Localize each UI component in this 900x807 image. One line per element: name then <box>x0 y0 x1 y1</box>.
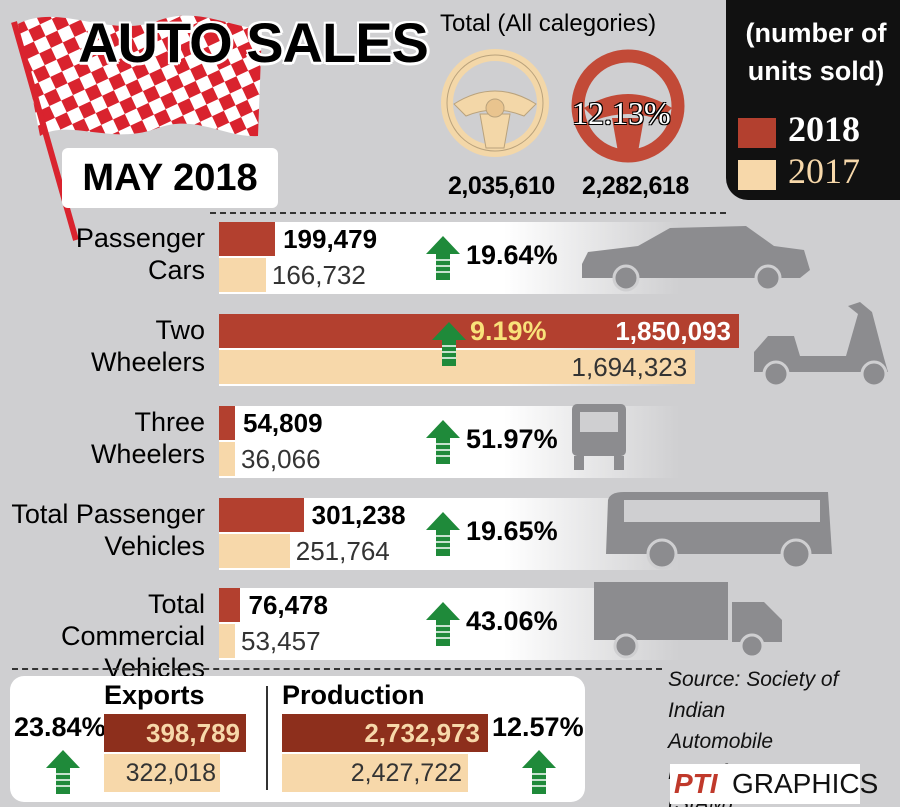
exports-bar-2017 <box>104 754 220 792</box>
production-2018-value: 2,732,973 <box>364 718 480 748</box>
production-growth: 12.57% <box>492 712 584 742</box>
bar-2018 <box>219 314 739 348</box>
category-label: Two Wheelers <box>0 314 205 378</box>
bar-2017 <box>219 624 235 658</box>
value-2017: 36,066 <box>241 444 321 474</box>
bar-2017 <box>219 442 235 476</box>
total-growth-label: 12.13% <box>572 95 671 131</box>
growth-label: 9.19% <box>470 316 547 346</box>
production-label: Production <box>282 680 425 710</box>
category-line1: Three <box>134 407 205 437</box>
value-2018: 54,809 <box>243 408 323 438</box>
category-label: Total Passenger Vehicles <box>0 498 205 562</box>
category-line2: Wheelers <box>90 439 205 469</box>
value-2018: 199,479 <box>283 224 378 254</box>
legend-label-2018: 2018 <box>788 109 860 149</box>
bar-2018 <box>219 498 304 532</box>
legend-swatch-2017 <box>738 160 776 190</box>
category-line1: Passenger <box>75 223 205 253</box>
up-arrow-icon <box>426 236 460 280</box>
category-line1: Total Passenger <box>11 499 205 529</box>
growth-label: 19.64% <box>466 240 558 270</box>
up-arrow-icon <box>426 420 460 464</box>
production-2017-value: 2,427,722 <box>350 759 462 787</box>
production-bar-2017 <box>282 754 468 792</box>
up-arrow-icon <box>432 322 466 366</box>
up-arrow-icon <box>426 512 460 556</box>
production-bar-2018 <box>282 714 488 752</box>
value-2018: 301,238 <box>311 500 406 530</box>
total-heading: Total (All calegories) <box>440 10 657 37</box>
credit-box <box>670 764 860 804</box>
value-2017: 166,732 <box>271 260 366 290</box>
legend-unit-line1: (number of <box>745 18 887 48</box>
value-2018: 76,478 <box>248 590 329 620</box>
exports-2017-value: 322,018 <box>125 759 216 787</box>
source-line1: Source: Society of Indian <box>668 668 839 722</box>
pti-logo: PTI <box>674 768 718 799</box>
category-line1: Total Commercial <box>60 589 205 651</box>
month-label: MAY 2018 <box>62 148 278 208</box>
bus-icon <box>606 492 832 570</box>
legend-label-2017: 2017 <box>788 151 860 191</box>
exports-2018-value: 398,789 <box>146 718 240 748</box>
legend-unit-line2: units sold) <box>747 56 885 86</box>
bar-2017 <box>219 258 266 292</box>
steering-wheel-2018-icon <box>571 49 685 163</box>
category-label: Three Wheelers <box>0 406 205 470</box>
category-line2: Wheelers <box>90 347 205 377</box>
credit-label: GRAPHICS <box>732 768 879 799</box>
production-up-arrow-icon <box>522 750 556 794</box>
value-2017: 1,694,323 <box>571 352 688 382</box>
category-line2: Cars <box>147 255 205 285</box>
page-title: AUTO SALES <box>78 11 429 74</box>
divider <box>210 212 726 214</box>
total-2018-value: 2,282,618 <box>582 172 689 200</box>
bar-2017 <box>219 534 290 568</box>
category-line2: Vehicles <box>104 531 205 561</box>
divider-bottom <box>12 668 662 670</box>
exports-growth: 23.84% <box>14 712 106 742</box>
panel-divider <box>266 686 268 790</box>
legend-unit: (number of units sold) <box>736 14 896 90</box>
value-2017: 53,457 <box>241 626 321 656</box>
steering-wheel-2017-icon <box>441 49 549 157</box>
auto-rickshaw-icon <box>572 404 626 470</box>
category-line1: Two <box>155 315 205 345</box>
truck-icon <box>594 582 782 659</box>
growth-label: 19.65% <box>466 516 558 546</box>
legend-swatch-2018 <box>738 118 776 148</box>
scooter-icon <box>754 302 888 388</box>
value-2018: 1,850,093 <box>615 316 731 346</box>
total-2017-value: 2,035,610 <box>448 172 555 200</box>
exports-up-arrow-icon <box>46 750 80 794</box>
exports-label: Exports <box>104 680 205 710</box>
exports-bar-2018 <box>104 714 246 752</box>
bar-2018 <box>219 588 241 622</box>
up-arrow-icon <box>426 602 460 646</box>
category-label: Passenger Cars <box>0 222 205 286</box>
growth-label: 51.97% <box>466 424 558 454</box>
bar-2017 <box>219 350 696 384</box>
value-2017: 251,764 <box>295 536 390 566</box>
growth-label: 43.06% <box>466 606 558 636</box>
bar-2018 <box>219 222 276 256</box>
car-icon <box>582 226 810 292</box>
bar-2018 <box>219 406 235 440</box>
